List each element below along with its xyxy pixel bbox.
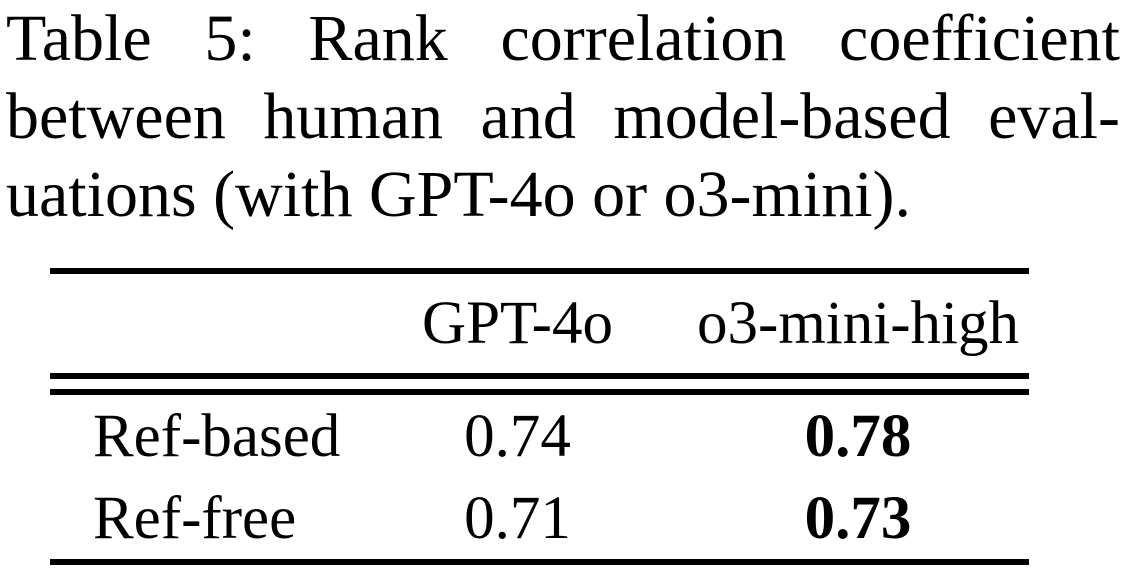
value-ref-free-gpt4o: 0.71 [464, 484, 571, 552]
table-row-ref-free: Ref-free 0.71 0.73 [50, 477, 1029, 559]
value-ref-free-o3-mini-high: 0.73 [804, 484, 912, 552]
value-ref-based-gpt4o: 0.74 [464, 402, 571, 470]
results-table: GPT-4o o3-mini-high Ref-based 0.74 0.78 … [50, 268, 1029, 565]
table-header-row: GPT-4o o3-mini-high [50, 274, 1029, 373]
header-cell-gpt4o: GPT-4o [422, 290, 613, 357]
value-ref-based-o3-mini-high: 0.78 [804, 402, 912, 470]
header-cell-o3-mini-high: o3-mini-high [697, 290, 1019, 357]
table-caption: Table 5: Rank correlation coefficient be… [6, 0, 1120, 234]
table-body: Ref-based 0.74 0.78 Ref-free 0.71 0.73 [50, 395, 1029, 559]
caption-line-2: between human and model-based eval- [6, 80, 1120, 153]
row-label-ref-based: Ref-based [93, 402, 341, 470]
header-double-rule [50, 373, 1029, 395]
row-label-ref-free: Ref-free [93, 484, 297, 552]
caption-line-1: Table 5: Rank correlation coefficient [6, 2, 1120, 75]
table-row-ref-based: Ref-based 0.74 0.78 [50, 395, 1029, 477]
caption-line-3: uations (with GPT-4o or o3-mini). [6, 158, 912, 231]
